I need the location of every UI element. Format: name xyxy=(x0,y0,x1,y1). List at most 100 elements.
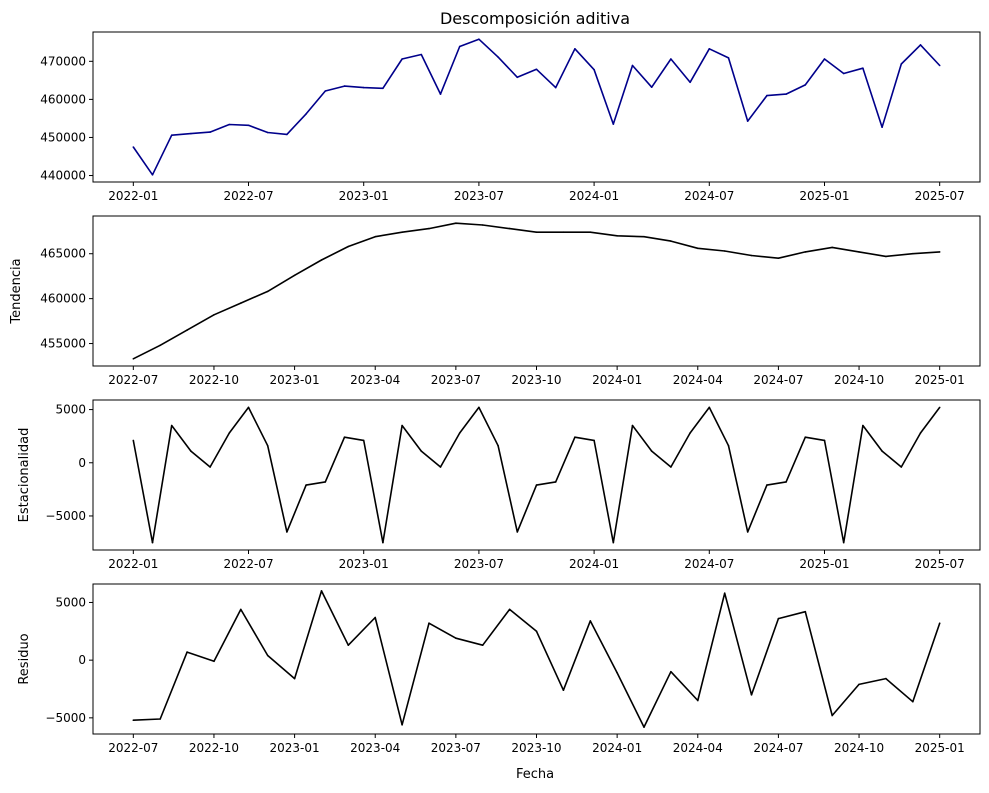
data-point xyxy=(554,86,557,89)
series-line xyxy=(132,38,941,176)
data-point xyxy=(343,85,346,87)
x-tick-label: 2023-01 xyxy=(270,741,320,755)
data-point xyxy=(723,250,726,252)
data-point xyxy=(670,466,672,468)
data-point xyxy=(562,689,565,691)
data-point xyxy=(516,531,519,533)
data-point xyxy=(497,444,499,447)
data-point xyxy=(727,57,730,59)
x-tick-label: 2025-01 xyxy=(915,373,965,387)
data-point xyxy=(228,123,231,126)
data-point xyxy=(324,90,327,92)
data-point xyxy=(697,699,699,702)
data-point xyxy=(324,481,327,483)
x-tick-label: 2022-10 xyxy=(189,741,239,755)
data-point xyxy=(439,466,442,468)
data-point xyxy=(320,590,323,592)
data-point xyxy=(766,94,768,97)
data-point xyxy=(593,68,595,71)
data-point xyxy=(574,436,576,439)
data-point xyxy=(842,72,845,75)
data-point xyxy=(831,246,833,249)
data-point xyxy=(535,231,538,233)
x-tick-label: 2024-01 xyxy=(592,373,642,387)
y-tick-label: 450000 xyxy=(40,130,86,144)
y-tick-label: −5000 xyxy=(45,711,86,725)
x-tick-label: 2024-07 xyxy=(753,741,803,755)
data-point xyxy=(266,444,269,447)
data-point xyxy=(912,700,914,703)
data-point xyxy=(401,58,403,60)
series-line xyxy=(132,222,940,360)
x-tick-label: 2023-07 xyxy=(431,373,481,387)
y-axis-label: Residuo xyxy=(17,633,32,684)
x-tick-label: 2023-07 xyxy=(454,189,504,203)
data-point xyxy=(670,240,672,242)
data-point xyxy=(804,84,807,86)
data-point xyxy=(900,63,903,65)
data-point xyxy=(508,608,511,611)
y-tick-label: 465000 xyxy=(40,247,86,261)
data-point xyxy=(478,406,480,409)
data-point xyxy=(938,622,941,624)
data-point xyxy=(374,235,377,238)
data-point xyxy=(428,227,430,230)
series-line xyxy=(133,590,941,728)
data-point xyxy=(382,87,384,90)
subplot-3: −5000 0 5000 2022-01 2022-07 2023-01 2023-07 20… xyxy=(17,399,981,571)
data-point xyxy=(881,126,883,128)
data-point xyxy=(750,694,753,696)
x-tick-label: 2024-04 xyxy=(673,741,723,755)
data-point xyxy=(420,53,423,56)
x-tick-label: 2023-01 xyxy=(339,557,389,571)
data-point xyxy=(535,484,538,486)
data-point xyxy=(401,231,403,233)
series-line xyxy=(132,406,941,544)
y-tick-label: 5000 xyxy=(55,595,86,609)
data-point xyxy=(481,224,484,226)
data-point xyxy=(320,259,323,261)
data-point xyxy=(785,481,787,483)
y-tick-label: 460000 xyxy=(40,92,86,106)
data-point xyxy=(881,450,883,452)
data-point xyxy=(643,726,645,728)
y-tick-label: 0 xyxy=(78,456,86,470)
data-point xyxy=(266,131,269,134)
x-tick-label: 2022-01 xyxy=(108,557,158,571)
y-tick-label: −5000 xyxy=(45,509,86,523)
data-point xyxy=(589,620,592,622)
x-tick-label: 2022-07 xyxy=(108,741,158,755)
data-point xyxy=(631,64,634,67)
data-point xyxy=(823,58,826,60)
data-point xyxy=(689,81,691,84)
data-point xyxy=(912,252,914,255)
data-point xyxy=(382,541,384,544)
data-point xyxy=(766,484,768,486)
data-point xyxy=(132,358,135,360)
data-point xyxy=(305,113,307,115)
data-point xyxy=(750,254,753,257)
data-point xyxy=(362,86,365,89)
y-tick-label: 460000 xyxy=(40,292,86,306)
data-point xyxy=(689,432,691,434)
x-tick-label: 2024-01 xyxy=(592,741,642,755)
data-point xyxy=(455,637,457,639)
data-point xyxy=(727,444,730,447)
axes-frame xyxy=(92,215,981,367)
data-point xyxy=(305,484,307,486)
data-point xyxy=(612,123,615,125)
y-axis-label: Estacionalidad xyxy=(17,428,32,523)
subplot-2: 455000 460000 465000 2022-07 2022-10 2023-01 2… xyxy=(9,215,981,387)
data-point xyxy=(190,450,192,452)
data-point xyxy=(481,644,484,646)
x-tick-label: 2023-10 xyxy=(511,373,561,387)
data-point xyxy=(777,257,780,260)
data-point xyxy=(900,466,903,468)
data-point xyxy=(186,651,188,653)
data-point xyxy=(612,541,615,544)
data-point xyxy=(132,439,135,442)
x-tick-label: 2023-01 xyxy=(339,189,389,203)
data-point xyxy=(266,290,269,293)
data-point xyxy=(697,247,699,250)
